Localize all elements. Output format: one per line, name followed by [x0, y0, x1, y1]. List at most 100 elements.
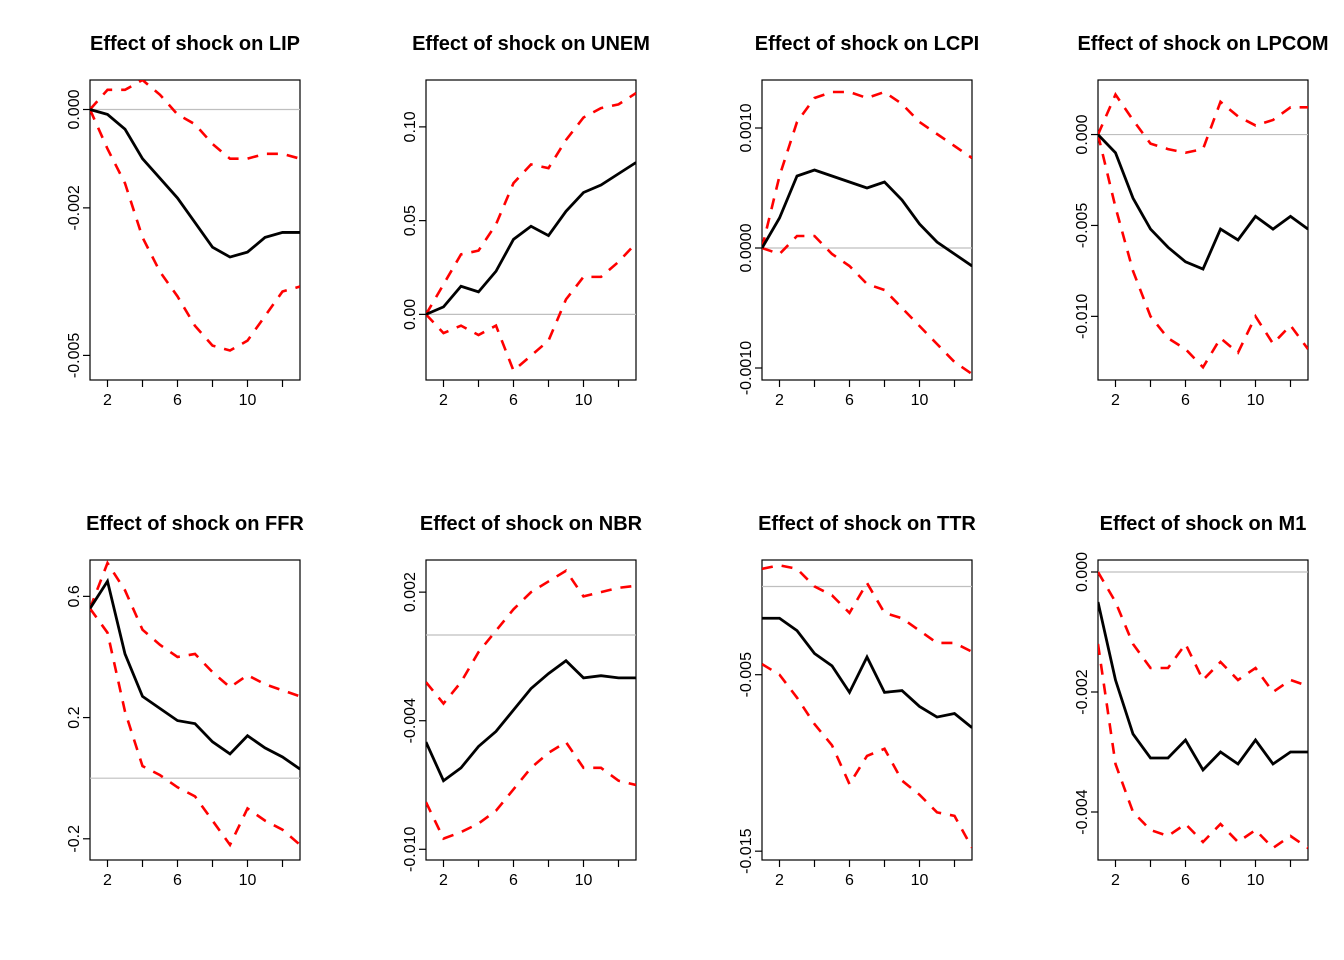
plot-box	[1098, 560, 1308, 860]
x-tick-label: 2	[1111, 392, 1120, 409]
lower-band-line	[90, 110, 300, 351]
y-tick-label: 0.10	[402, 111, 419, 142]
y-tick-label: 0.00	[402, 299, 419, 330]
upper-band-line	[90, 563, 300, 696]
x-tick-label: 2	[103, 872, 112, 889]
panel-svg: Effect of shock on UNEM 2 6 10 0.00 0.05 0.10	[336, 0, 672, 480]
panel-7: Effect of shock on M1 2 6 10 -0.004 -0.002 0.0…	[1008, 480, 1344, 960]
x-tick-label: 6	[1181, 392, 1190, 409]
upper-band-line	[762, 92, 972, 248]
lower-band-line	[1098, 644, 1308, 848]
x-tick-label: 2	[775, 392, 784, 409]
x-tick-label: 6	[509, 392, 518, 409]
panel-svg: Effect of shock on LIP 2 6 10 -0.005 -0.002 0.…	[0, 0, 336, 480]
plot-box	[426, 80, 636, 380]
x-tick-label: 10	[239, 872, 257, 889]
chart-title: Effect of shock on LCPI	[755, 33, 979, 55]
chart-title: Effect of shock on UNEM	[412, 33, 650, 55]
x-tick-label: 10	[911, 872, 929, 889]
plot-box	[1098, 80, 1308, 380]
x-tick-label: 6	[509, 872, 518, 889]
y-tick-label: -0.015	[738, 828, 755, 873]
y-tick-label: -0.002	[66, 185, 83, 230]
y-tick-label: -0.010	[402, 827, 419, 872]
mid-line	[426, 163, 636, 315]
lower-band-line	[762, 236, 972, 374]
panel-6: Effect of shock on TTR 2 6 10 -0.015 -0.005	[672, 480, 1008, 960]
y-tick-label: -0.004	[402, 698, 419, 743]
panel-1: Effect of shock on UNEM 2 6 10 0.00 0.05 0.10	[336, 0, 672, 480]
y-tick-label: 0.0010	[738, 103, 755, 152]
x-tick-label: 10	[1247, 392, 1265, 409]
upper-band-line	[90, 80, 300, 159]
y-tick-label: -0.005	[1074, 203, 1091, 248]
x-tick-label: 2	[775, 872, 784, 889]
panel-svg: Effect of shock on LCPI 2 6 10 -0.0010 0.0000…	[672, 0, 1008, 480]
chart-title: Effect of shock on TTR	[758, 513, 976, 535]
x-tick-label: 6	[845, 872, 854, 889]
y-tick-label: -0.004	[1074, 789, 1091, 834]
y-tick-label: -0.010	[1074, 294, 1091, 339]
y-tick-label: -0.0010	[738, 341, 755, 395]
x-tick-label: 10	[575, 392, 593, 409]
lower-band-line	[762, 664, 972, 848]
x-tick-label: 10	[239, 392, 257, 409]
mid-line	[90, 581, 300, 769]
panel-svg: Effect of shock on M1 2 6 10 -0.004 -0.002 0.0…	[1008, 480, 1344, 960]
panel-0: Effect of shock on LIP 2 6 10 -0.005 -0.002 0.…	[0, 0, 336, 480]
plot-box	[426, 560, 636, 860]
panel-4: Effect of shock on FFR 2 6 10 -0.2 0.2 0.6	[0, 480, 336, 960]
mid-line	[762, 170, 972, 266]
chart-title: Effect of shock on FFR	[86, 513, 304, 535]
y-tick-label: 0.2	[66, 706, 83, 728]
panel-5: Effect of shock on NBR 2 6 10 -0.010 -0.004 0.…	[336, 480, 672, 960]
x-tick-label: 2	[103, 392, 112, 409]
y-tick-label: 0.05	[402, 205, 419, 236]
chart-title: Effect of shock on LPCOM	[1077, 33, 1328, 55]
upper-band-line	[1098, 95, 1308, 153]
mid-line	[426, 661, 636, 781]
chart-grid: Effect of shock on LIP 2 6 10 -0.005 -0.002 0.…	[0, 0, 1344, 960]
x-tick-label: 6	[845, 392, 854, 409]
chart-title: Effect of shock on M1	[1100, 513, 1307, 535]
mid-line	[90, 110, 300, 258]
y-tick-label: -0.2	[66, 825, 83, 853]
chart-title: Effect of shock on LIP	[90, 33, 300, 55]
panel-svg: Effect of shock on NBR 2 6 10 -0.010 -0.004 0.…	[336, 480, 672, 960]
mid-line	[1098, 602, 1308, 770]
y-tick-label: 0.6	[66, 585, 83, 607]
lower-band-line	[426, 742, 636, 838]
chart-title: Effect of shock on NBR	[420, 513, 643, 535]
upper-band-line	[426, 93, 636, 314]
panel-svg: Effect of shock on TTR 2 6 10 -0.015 -0.005	[672, 480, 1008, 960]
y-tick-label: 0.000	[1074, 552, 1091, 592]
x-tick-label: 2	[439, 872, 448, 889]
x-tick-label: 2	[439, 392, 448, 409]
lower-band-line	[1098, 135, 1308, 368]
y-tick-label: 0.0000	[738, 223, 755, 272]
x-tick-label: 2	[1111, 872, 1120, 889]
x-tick-label: 10	[575, 872, 593, 889]
y-tick-label: -0.005	[738, 652, 755, 697]
panel-3: Effect of shock on LPCOM 2 6 10 -0.010 -0.005…	[1008, 0, 1344, 480]
upper-band-line	[426, 571, 636, 704]
y-tick-label: -0.005	[66, 333, 83, 378]
upper-band-line	[1098, 572, 1308, 692]
plot-box	[762, 560, 972, 860]
y-tick-label: -0.002	[1074, 669, 1091, 714]
x-tick-label: 6	[1181, 872, 1190, 889]
x-tick-label: 10	[911, 392, 929, 409]
mid-line	[1098, 135, 1308, 270]
x-tick-label: 6	[173, 872, 182, 889]
panel-svg: Effect of shock on LPCOM 2 6 10 -0.010 -0.005…	[1008, 0, 1344, 480]
y-tick-label: 0.002	[402, 572, 419, 612]
y-tick-label: 0.000	[66, 89, 83, 129]
y-tick-label: 0.000	[1074, 114, 1091, 154]
plot-box	[762, 80, 972, 380]
panel-2: Effect of shock on LCPI 2 6 10 -0.0010 0.0000…	[672, 0, 1008, 480]
upper-band-line	[762, 565, 972, 651]
panel-svg: Effect of shock on FFR 2 6 10 -0.2 0.2 0.6	[0, 480, 336, 960]
mid-line	[762, 618, 972, 727]
x-tick-label: 6	[173, 392, 182, 409]
x-tick-label: 10	[1247, 872, 1265, 889]
